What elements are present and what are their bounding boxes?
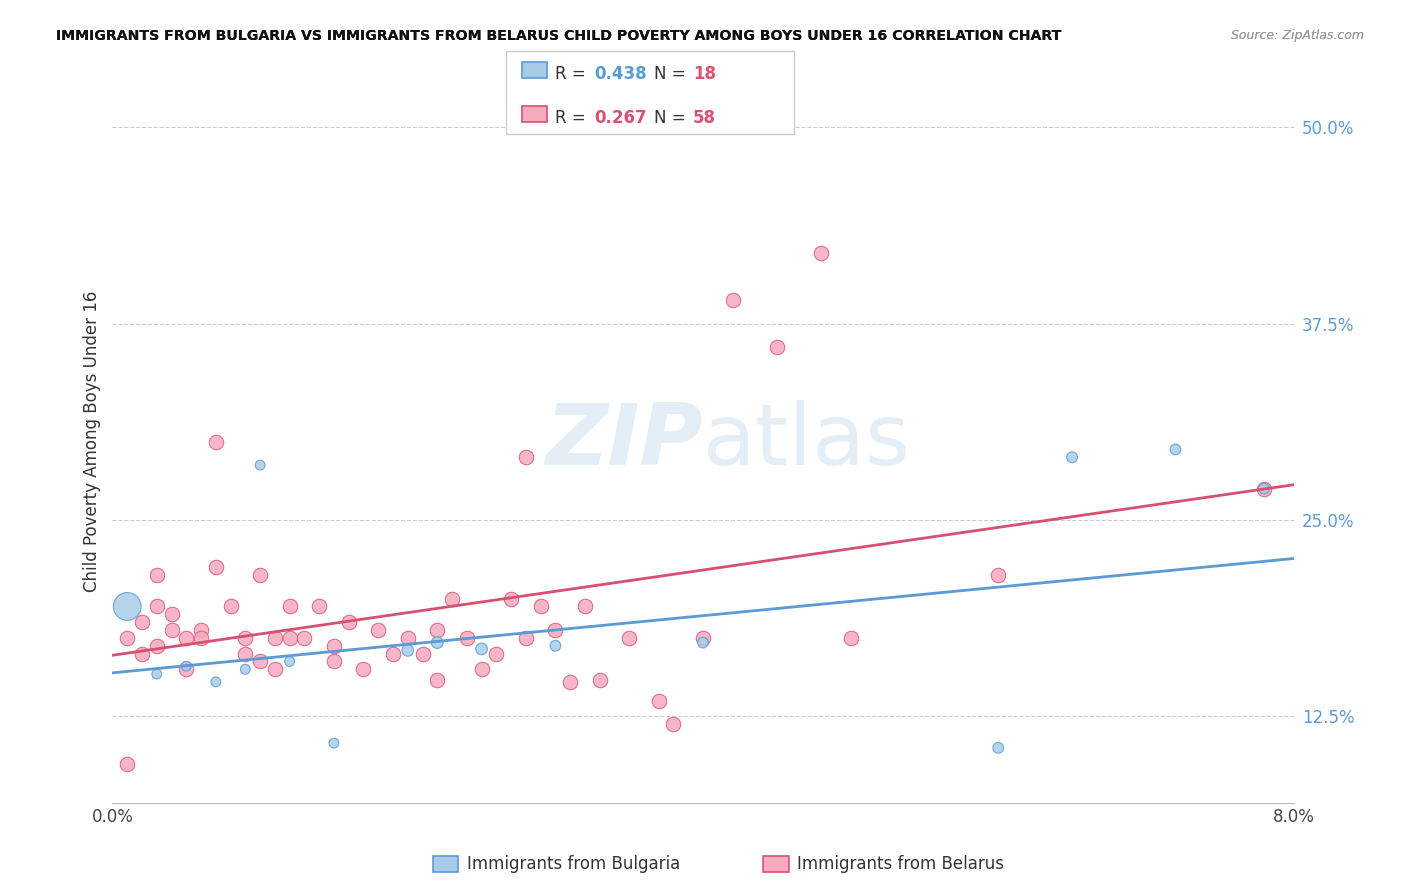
Point: [588, 673, 610, 688]
Point: [352, 662, 374, 676]
Point: [456, 631, 478, 645]
Point: [264, 631, 287, 645]
Point: [1253, 482, 1275, 496]
Point: [117, 631, 138, 645]
Point: [117, 599, 138, 614]
Point: [205, 674, 228, 689]
Point: [560, 674, 582, 689]
Point: [987, 568, 1010, 582]
Point: [205, 560, 228, 574]
Text: ZIP: ZIP: [546, 400, 703, 483]
Text: Immigrants from Belarus: Immigrants from Belarus: [797, 855, 1004, 872]
Point: [146, 667, 169, 681]
Point: [1253, 482, 1275, 496]
Point: [426, 623, 449, 637]
Point: [412, 647, 434, 661]
Text: 18: 18: [693, 65, 716, 83]
Point: [662, 717, 685, 731]
Point: [765, 340, 787, 354]
Point: [574, 599, 596, 614]
Point: [396, 643, 419, 657]
Point: [219, 599, 242, 614]
Point: [471, 662, 494, 676]
Text: IMMIGRANTS FROM BULGARIA VS IMMIGRANTS FROM BELARUS CHILD POVERTY AMONG BOYS UND: IMMIGRANTS FROM BULGARIA VS IMMIGRANTS F…: [56, 29, 1062, 43]
Point: [233, 631, 256, 645]
Point: [647, 694, 671, 708]
Point: [249, 655, 271, 669]
Text: R =: R =: [555, 109, 592, 127]
Point: [174, 659, 197, 673]
Point: [515, 450, 537, 465]
Text: Immigrants from Bulgaria: Immigrants from Bulgaria: [467, 855, 681, 872]
Point: [426, 635, 449, 649]
Point: [131, 615, 153, 630]
Point: [146, 639, 169, 653]
Point: [515, 631, 537, 645]
Point: [544, 623, 567, 637]
Point: [367, 623, 389, 637]
Point: [249, 568, 271, 582]
Text: N =: N =: [654, 109, 690, 127]
Text: R =: R =: [555, 65, 592, 83]
Point: [190, 631, 212, 645]
Point: [692, 631, 714, 645]
Text: 0.438: 0.438: [595, 65, 647, 83]
Point: [810, 246, 832, 260]
Point: [323, 736, 346, 750]
Point: [160, 623, 183, 637]
Y-axis label: Child Poverty Among Boys Under 16: Child Poverty Among Boys Under 16: [83, 291, 101, 592]
Point: [146, 568, 169, 582]
Point: [308, 599, 330, 614]
Point: [471, 641, 494, 656]
Point: [501, 591, 523, 606]
Point: [190, 623, 212, 637]
Point: [529, 599, 551, 614]
Point: [278, 655, 301, 669]
Point: [839, 814, 862, 829]
Point: [278, 599, 301, 614]
Point: [233, 662, 256, 676]
Text: Source: ZipAtlas.com: Source: ZipAtlas.com: [1230, 29, 1364, 42]
Point: [721, 293, 744, 308]
Point: [619, 631, 641, 645]
Point: [278, 631, 301, 645]
Point: [1164, 442, 1187, 457]
Text: atlas: atlas: [703, 400, 911, 483]
Point: [160, 607, 183, 622]
Point: [146, 599, 169, 614]
Point: [441, 591, 464, 606]
Point: [117, 756, 138, 771]
Point: [131, 647, 153, 661]
Text: Source: ZipAtlas.com: Source: ZipAtlas.com: [1230, 29, 1364, 42]
Point: [987, 740, 1010, 755]
Point: [174, 631, 197, 645]
Point: [382, 647, 405, 661]
Text: 58: 58: [693, 109, 716, 127]
Point: [174, 662, 197, 676]
Text: N =: N =: [654, 65, 690, 83]
Point: [1062, 450, 1084, 465]
Point: [205, 434, 228, 449]
Point: [839, 631, 862, 645]
Point: [323, 655, 346, 669]
Text: 0.267: 0.267: [595, 109, 647, 127]
Point: [264, 662, 287, 676]
Point: [692, 635, 714, 649]
Point: [396, 631, 419, 645]
Point: [337, 615, 360, 630]
Point: [323, 639, 346, 653]
Point: [485, 647, 508, 661]
Point: [426, 673, 449, 688]
Point: [292, 631, 315, 645]
Text: IMMIGRANTS FROM BULGARIA VS IMMIGRANTS FROM BELARUS CHILD POVERTY AMONG BOYS UND: IMMIGRANTS FROM BULGARIA VS IMMIGRANTS F…: [56, 29, 1062, 43]
Point: [249, 458, 271, 472]
Point: [233, 647, 256, 661]
Point: [544, 639, 567, 653]
